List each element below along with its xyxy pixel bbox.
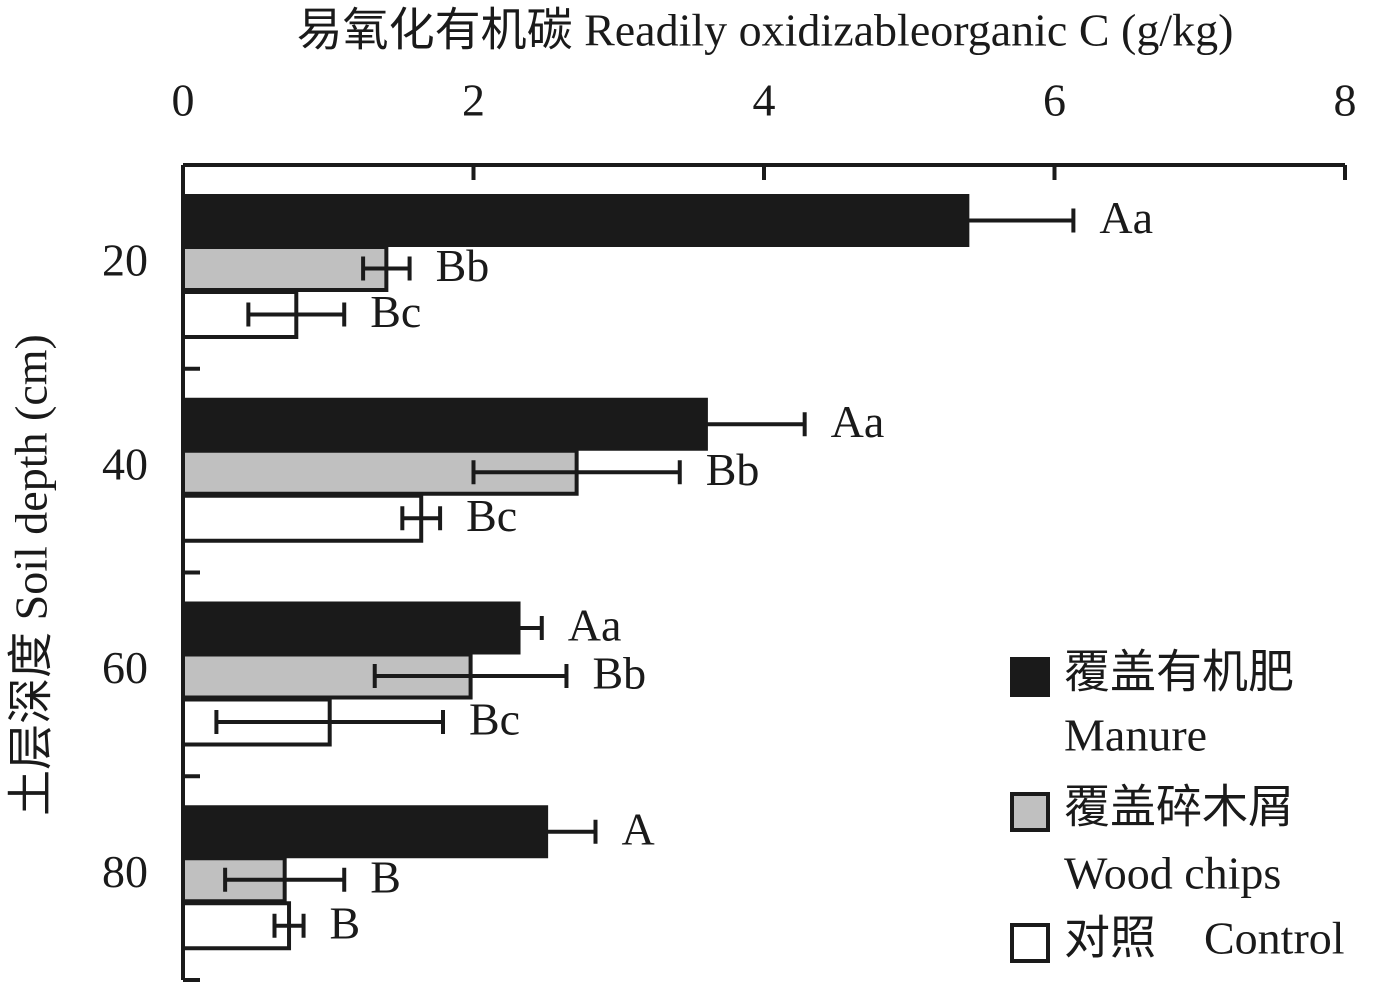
significance-label: Bb (706, 444, 760, 495)
legend-swatch (1010, 657, 1050, 697)
legend-label: Control (1204, 913, 1345, 964)
y-tick-label: 80 (102, 846, 148, 897)
legend-label-cn: 覆盖有机肥 (1064, 647, 1294, 698)
bar (181, 493, 424, 543)
legend-swatch (1010, 792, 1050, 832)
legend-label-cn: 对照 (1064, 913, 1156, 964)
x-tick-label: 6 (1043, 75, 1066, 126)
bar (181, 194, 970, 247)
significance-label: Bc (469, 694, 520, 745)
x-tick-label: 4 (753, 75, 776, 126)
chart-title: 易氧化有机碳 Readily oxidizableorganic C (g/kg… (297, 5, 1234, 56)
bar (181, 601, 521, 655)
significance-label: Bb (592, 648, 646, 699)
legend-label-cn: 覆盖碎木屑 (1064, 782, 1294, 833)
y-tick-label: 40 (102, 438, 148, 489)
legend-label: Wood chips (1064, 848, 1281, 899)
significance-label: Aa (568, 600, 622, 651)
x-tick-label: 2 (462, 75, 485, 126)
significance-label: Aa (831, 396, 885, 447)
significance-label: Aa (1099, 192, 1153, 243)
y-tick-label: 60 (102, 642, 148, 693)
significance-label: Bc (466, 490, 517, 541)
significance-label: B (330, 897, 361, 948)
y-axis-title: 土层深度 Soil depth (cm) (6, 334, 57, 816)
x-tick-label: 0 (172, 75, 195, 126)
significance-label: A (622, 803, 655, 854)
legend-swatch (1010, 923, 1050, 963)
significance-label: B (370, 851, 401, 902)
x-tick-label: 8 (1334, 75, 1357, 126)
y-tick-label: 20 (102, 235, 148, 286)
significance-label: Bb (436, 240, 490, 291)
significance-label: Bc (370, 286, 421, 337)
bar (181, 901, 292, 951)
bar (181, 245, 389, 292)
legend-label: Manure (1064, 710, 1207, 761)
bar (181, 805, 549, 859)
